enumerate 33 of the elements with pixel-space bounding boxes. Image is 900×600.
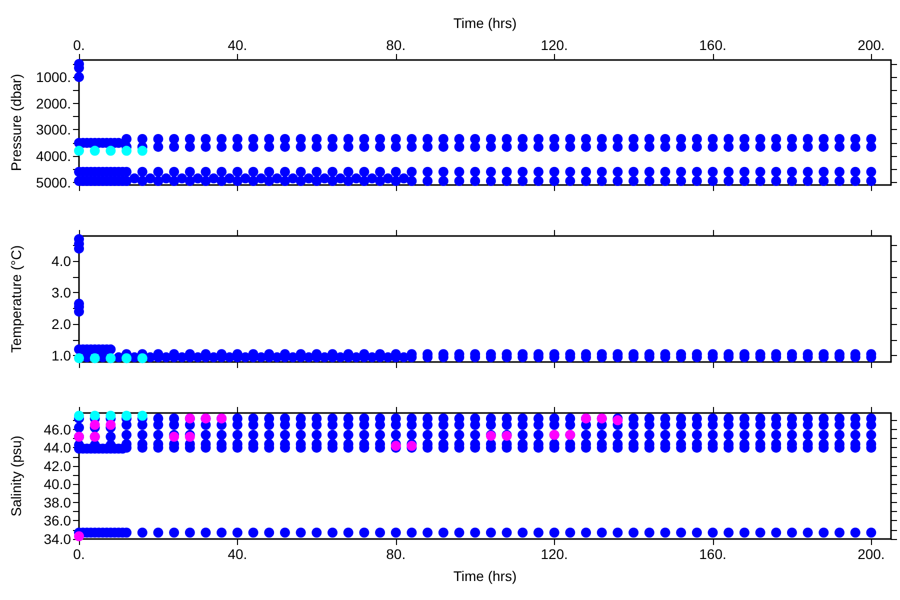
x-tick-label: 200. [858, 546, 885, 562]
y-axis-title: Salinity (psu) [8, 436, 24, 516]
y-tick-label: 2.0 [52, 316, 72, 332]
x-tick-label: 80. [386, 546, 406, 562]
x-tick-label: 40. [228, 546, 248, 562]
y-tick-label: 36.0 [44, 512, 72, 529]
y-tick-label: 1.0 [52, 348, 72, 364]
y-tick-label: 5000. [36, 174, 71, 190]
x2-tick-label: 160. [699, 37, 726, 53]
y-tick-label: 3.0 [52, 284, 72, 301]
y-axis-title: Temperature (°C) [8, 245, 24, 353]
x-axis-title: Time (hrs) [453, 568, 517, 584]
y-tick-label: 1000. [36, 69, 71, 86]
y-tick-label: 46.0 [44, 421, 72, 438]
x-tick-label: 0. [73, 546, 85, 562]
y-tick-label: 40.0 [44, 476, 72, 492]
x2-tick-label: 0. [73, 37, 85, 53]
x2-tick-label: 80. [386, 37, 406, 53]
x-tick-label: 120. [540, 546, 568, 562]
x2-axis-title: Time (hrs) [453, 15, 517, 31]
x2-tick-label: 120. [540, 37, 568, 53]
y-tick-label: 4000. [36, 148, 71, 164]
y-axis-title: Pressure (dbar) [8, 74, 24, 172]
y-tick-label: 3000. [36, 122, 71, 138]
x2-tick-label: 200. [858, 37, 885, 53]
y-tick-label: 34.0 [44, 531, 72, 547]
x2-tick-label: 40. [228, 37, 248, 53]
y-tick-label: 42.0 [44, 458, 72, 474]
y-tick-label: 2000. [36, 95, 71, 112]
y-tick-label: 44.0 [44, 440, 72, 456]
x-tick-label: 160. [699, 546, 726, 562]
y-tick-label: 38.0 [44, 494, 72, 510]
y-tick-label: 4.0 [52, 253, 72, 270]
